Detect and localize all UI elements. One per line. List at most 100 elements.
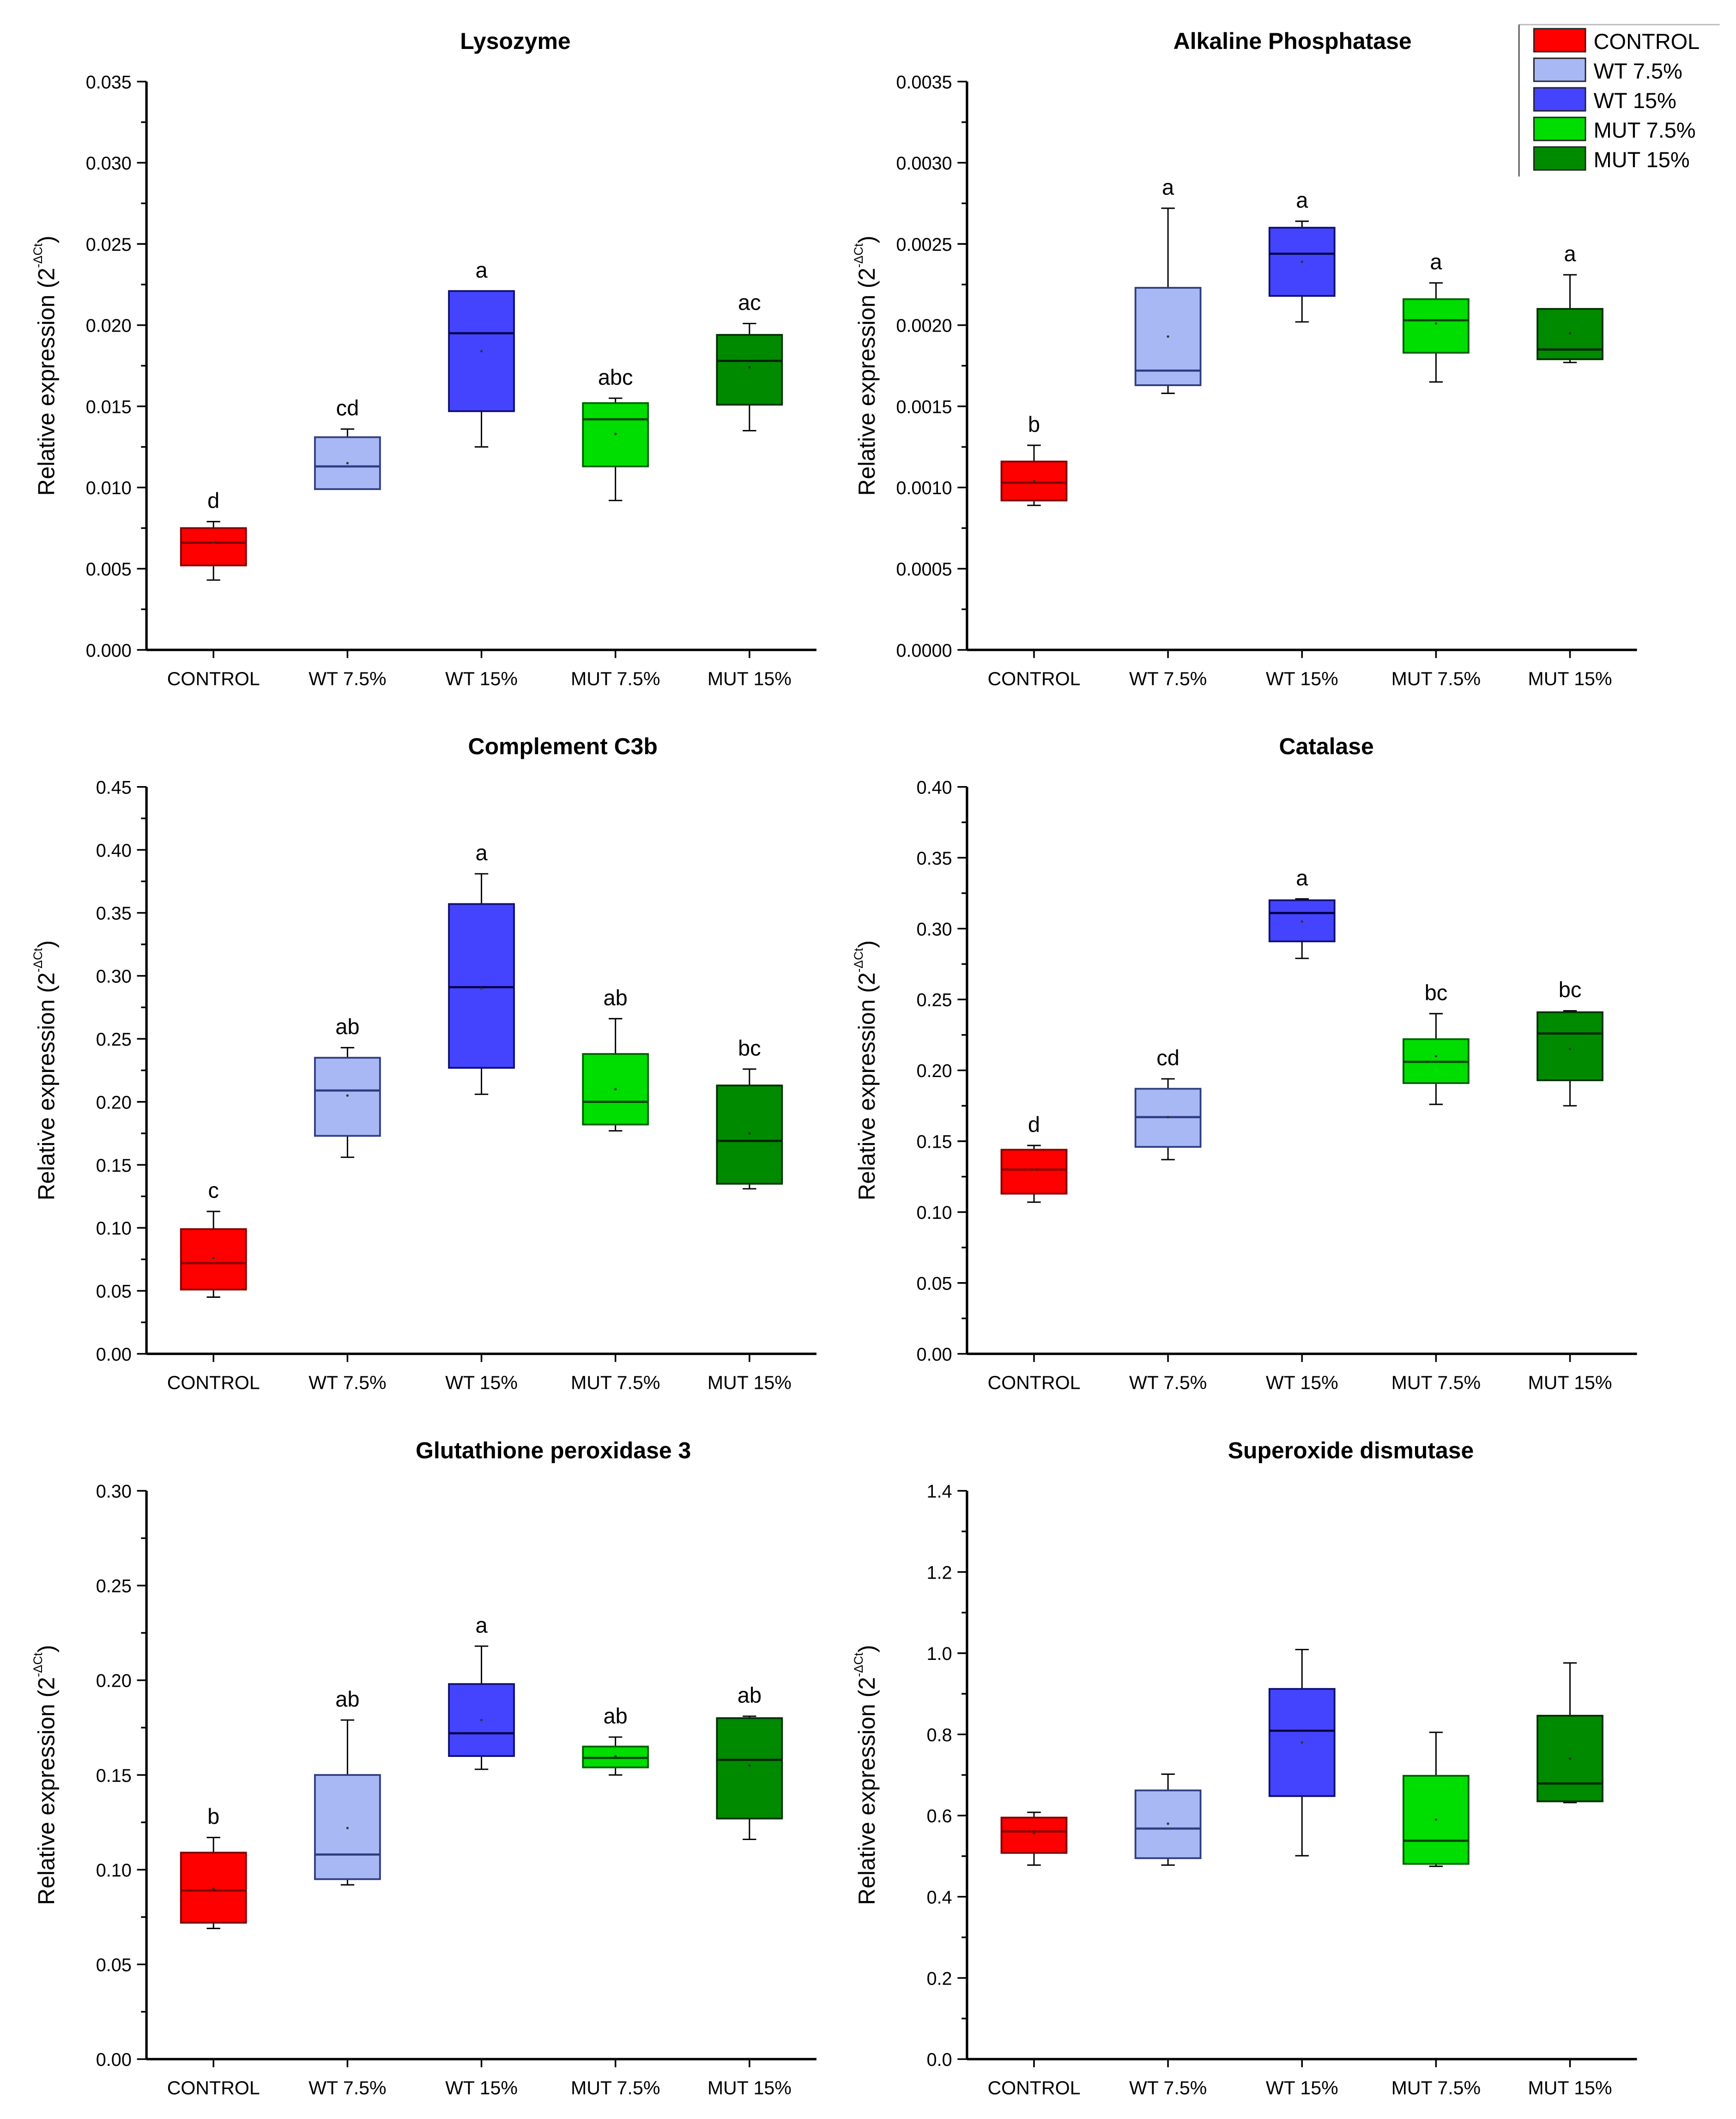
- box-wt-15-: [1268, 1649, 1336, 1857]
- y-tick-label: 0.0020: [896, 316, 952, 336]
- y-tick-label: 0.030: [86, 153, 132, 174]
- y-axis-label: Relative expression (2-ΔCt): [31, 236, 59, 496]
- box-mut-7-5-: ab: [582, 1704, 649, 1776]
- y-tick-label: 0.40: [96, 841, 132, 861]
- y-axis-label-text: Relative expression (2: [854, 972, 880, 1200]
- y-tick-label: 0.05: [96, 1955, 132, 1975]
- box-iqr: [314, 1057, 381, 1137]
- box-iqr: [180, 1228, 247, 1291]
- y-tick-label: 0.25: [96, 1576, 132, 1597]
- y-tick-label: 0.35: [916, 848, 952, 869]
- legend-swatch: [1533, 57, 1586, 82]
- mean-point: [480, 350, 483, 352]
- mean-point: [748, 1764, 751, 1767]
- x-tick-label: WT 15%: [445, 1372, 518, 1393]
- x-tick-label: WT 7.5%: [1129, 1372, 1207, 1393]
- box-mut-15-: a: [1536, 242, 1603, 363]
- box-mut-7-5-: bc: [1403, 980, 1470, 1105]
- chart-title: Glutathione peroxidase 3: [416, 1437, 691, 1463]
- mean-point: [1434, 1055, 1438, 1058]
- box-wt-15-: a: [1268, 188, 1336, 323]
- x-tick-label: MUT 7.5%: [1391, 1372, 1481, 1393]
- y-axis-label-superscript: -ΔCt: [852, 948, 865, 973]
- box-iqr: [716, 1084, 783, 1185]
- mean-point: [1300, 260, 1303, 263]
- y-axis-label: Relative expression (2-ΔCt): [852, 940, 880, 1200]
- y-tick-label: 0.020: [86, 316, 132, 336]
- y-tick-label: 0.00: [96, 1344, 132, 1365]
- x-tick-label: CONTROL: [987, 1372, 1080, 1393]
- box-iqr: [582, 1053, 649, 1126]
- y-tick-label: 0.30: [96, 967, 132, 987]
- chart-title: Lysozyme: [460, 28, 570, 54]
- mean-point: [1167, 1116, 1169, 1119]
- x-tick-label: WT 15%: [1266, 2077, 1338, 2099]
- box-control: c: [180, 1178, 247, 1298]
- y-axis-label-end: ): [33, 236, 59, 243]
- y-tick-label: 0.00: [96, 2050, 132, 2070]
- mean-point: [614, 1088, 617, 1091]
- significance-letter: ac: [738, 290, 761, 315]
- y-tick-label: 0.10: [916, 1203, 952, 1223]
- legend-item: CONTROL: [1533, 28, 1700, 54]
- x-tick-label: MUT 7.5%: [571, 1372, 660, 1393]
- y-axis-label-end: ): [33, 940, 59, 948]
- mean-point: [1300, 920, 1303, 923]
- legend-label: WT 15%: [1594, 88, 1676, 113]
- legend-swatch: [1533, 146, 1586, 171]
- box-mut-15-: [1536, 1662, 1603, 1804]
- mean-point: [480, 987, 483, 990]
- box-wt-7-5-: [1134, 1773, 1202, 1866]
- y-tick-label: 0.0035: [896, 72, 952, 92]
- box-control: b: [1000, 412, 1068, 506]
- mean-point: [1568, 332, 1572, 335]
- y-tick-label: 0.30: [96, 1482, 132, 1502]
- box-wt-15-: a: [1268, 866, 1336, 959]
- legend: CONTROL WT 7.5% WT 15% MUT 7.5% MUT 15%: [1518, 24, 1720, 177]
- significance-letter: a: [1162, 175, 1174, 199]
- x-tick-label: WT 7.5%: [308, 2077, 386, 2099]
- box-mut-7-5-: a: [1403, 249, 1470, 383]
- y-tick-label: 1.4: [926, 1482, 952, 1502]
- y-tick-label: 0.10: [96, 1860, 132, 1881]
- y-tick-label: 0.0015: [896, 397, 952, 417]
- box-mut-15-: ab: [716, 1683, 783, 1841]
- legend-item: WT 15%: [1533, 87, 1676, 113]
- y-tick-label: 1.0: [926, 1644, 952, 1664]
- significance-letter: a: [1564, 242, 1576, 266]
- significance-letter: b: [1028, 412, 1040, 436]
- legend-label: MUT 7.5%: [1594, 118, 1696, 142]
- chart-panel-lysozyme: Lysozyme 0.000 0.005 0.010 0.015 0.020 0.025 0.…: [31, 28, 817, 689]
- y-tick-label: 0.0010: [896, 478, 952, 498]
- box-mut-7-5-: abc: [582, 365, 649, 502]
- significance-letter: a: [475, 1613, 488, 1637]
- x-tick-label: WT 7.5%: [308, 668, 386, 689]
- mean-point: [614, 432, 617, 436]
- x-tick-label: CONTROL: [167, 2077, 260, 2099]
- box-mut-7-5-: ab: [582, 985, 649, 1132]
- significance-letter: bc: [1425, 980, 1448, 1005]
- significance-letter: ab: [604, 1704, 628, 1728]
- x-tick-label: MUT 7.5%: [1391, 668, 1481, 689]
- y-axis-label-text: Relative expression (2: [33, 1677, 59, 1905]
- mean-point: [1033, 1832, 1035, 1835]
- significance-letter: ab: [335, 1687, 359, 1711]
- mean-point: [346, 1827, 349, 1829]
- mean-point: [346, 462, 349, 465]
- y-tick-label: 0.8: [926, 1725, 952, 1745]
- y-tick-label: 0.20: [916, 1061, 952, 1081]
- y-tick-label: 0.10: [96, 1218, 132, 1239]
- y-axis-label-end: ): [854, 1645, 880, 1653]
- mean-point: [748, 1132, 751, 1135]
- y-axis-label: Relative expression (2-ΔCt): [31, 1645, 59, 1905]
- x-tick-label: MUT 7.5%: [571, 668, 660, 689]
- y-tick-label: 0.25: [96, 1029, 132, 1050]
- y-axis-label-superscript: -ΔCt: [852, 243, 865, 268]
- box-control: d: [180, 488, 247, 581]
- x-tick-label: MUT 7.5%: [571, 2077, 660, 2099]
- y-tick-label: 0.010: [86, 478, 132, 498]
- significance-letter: a: [1430, 249, 1442, 274]
- mean-point: [1434, 1818, 1438, 1821]
- significance-letter: a: [1296, 188, 1308, 212]
- legend-label: CONTROL: [1594, 29, 1700, 54]
